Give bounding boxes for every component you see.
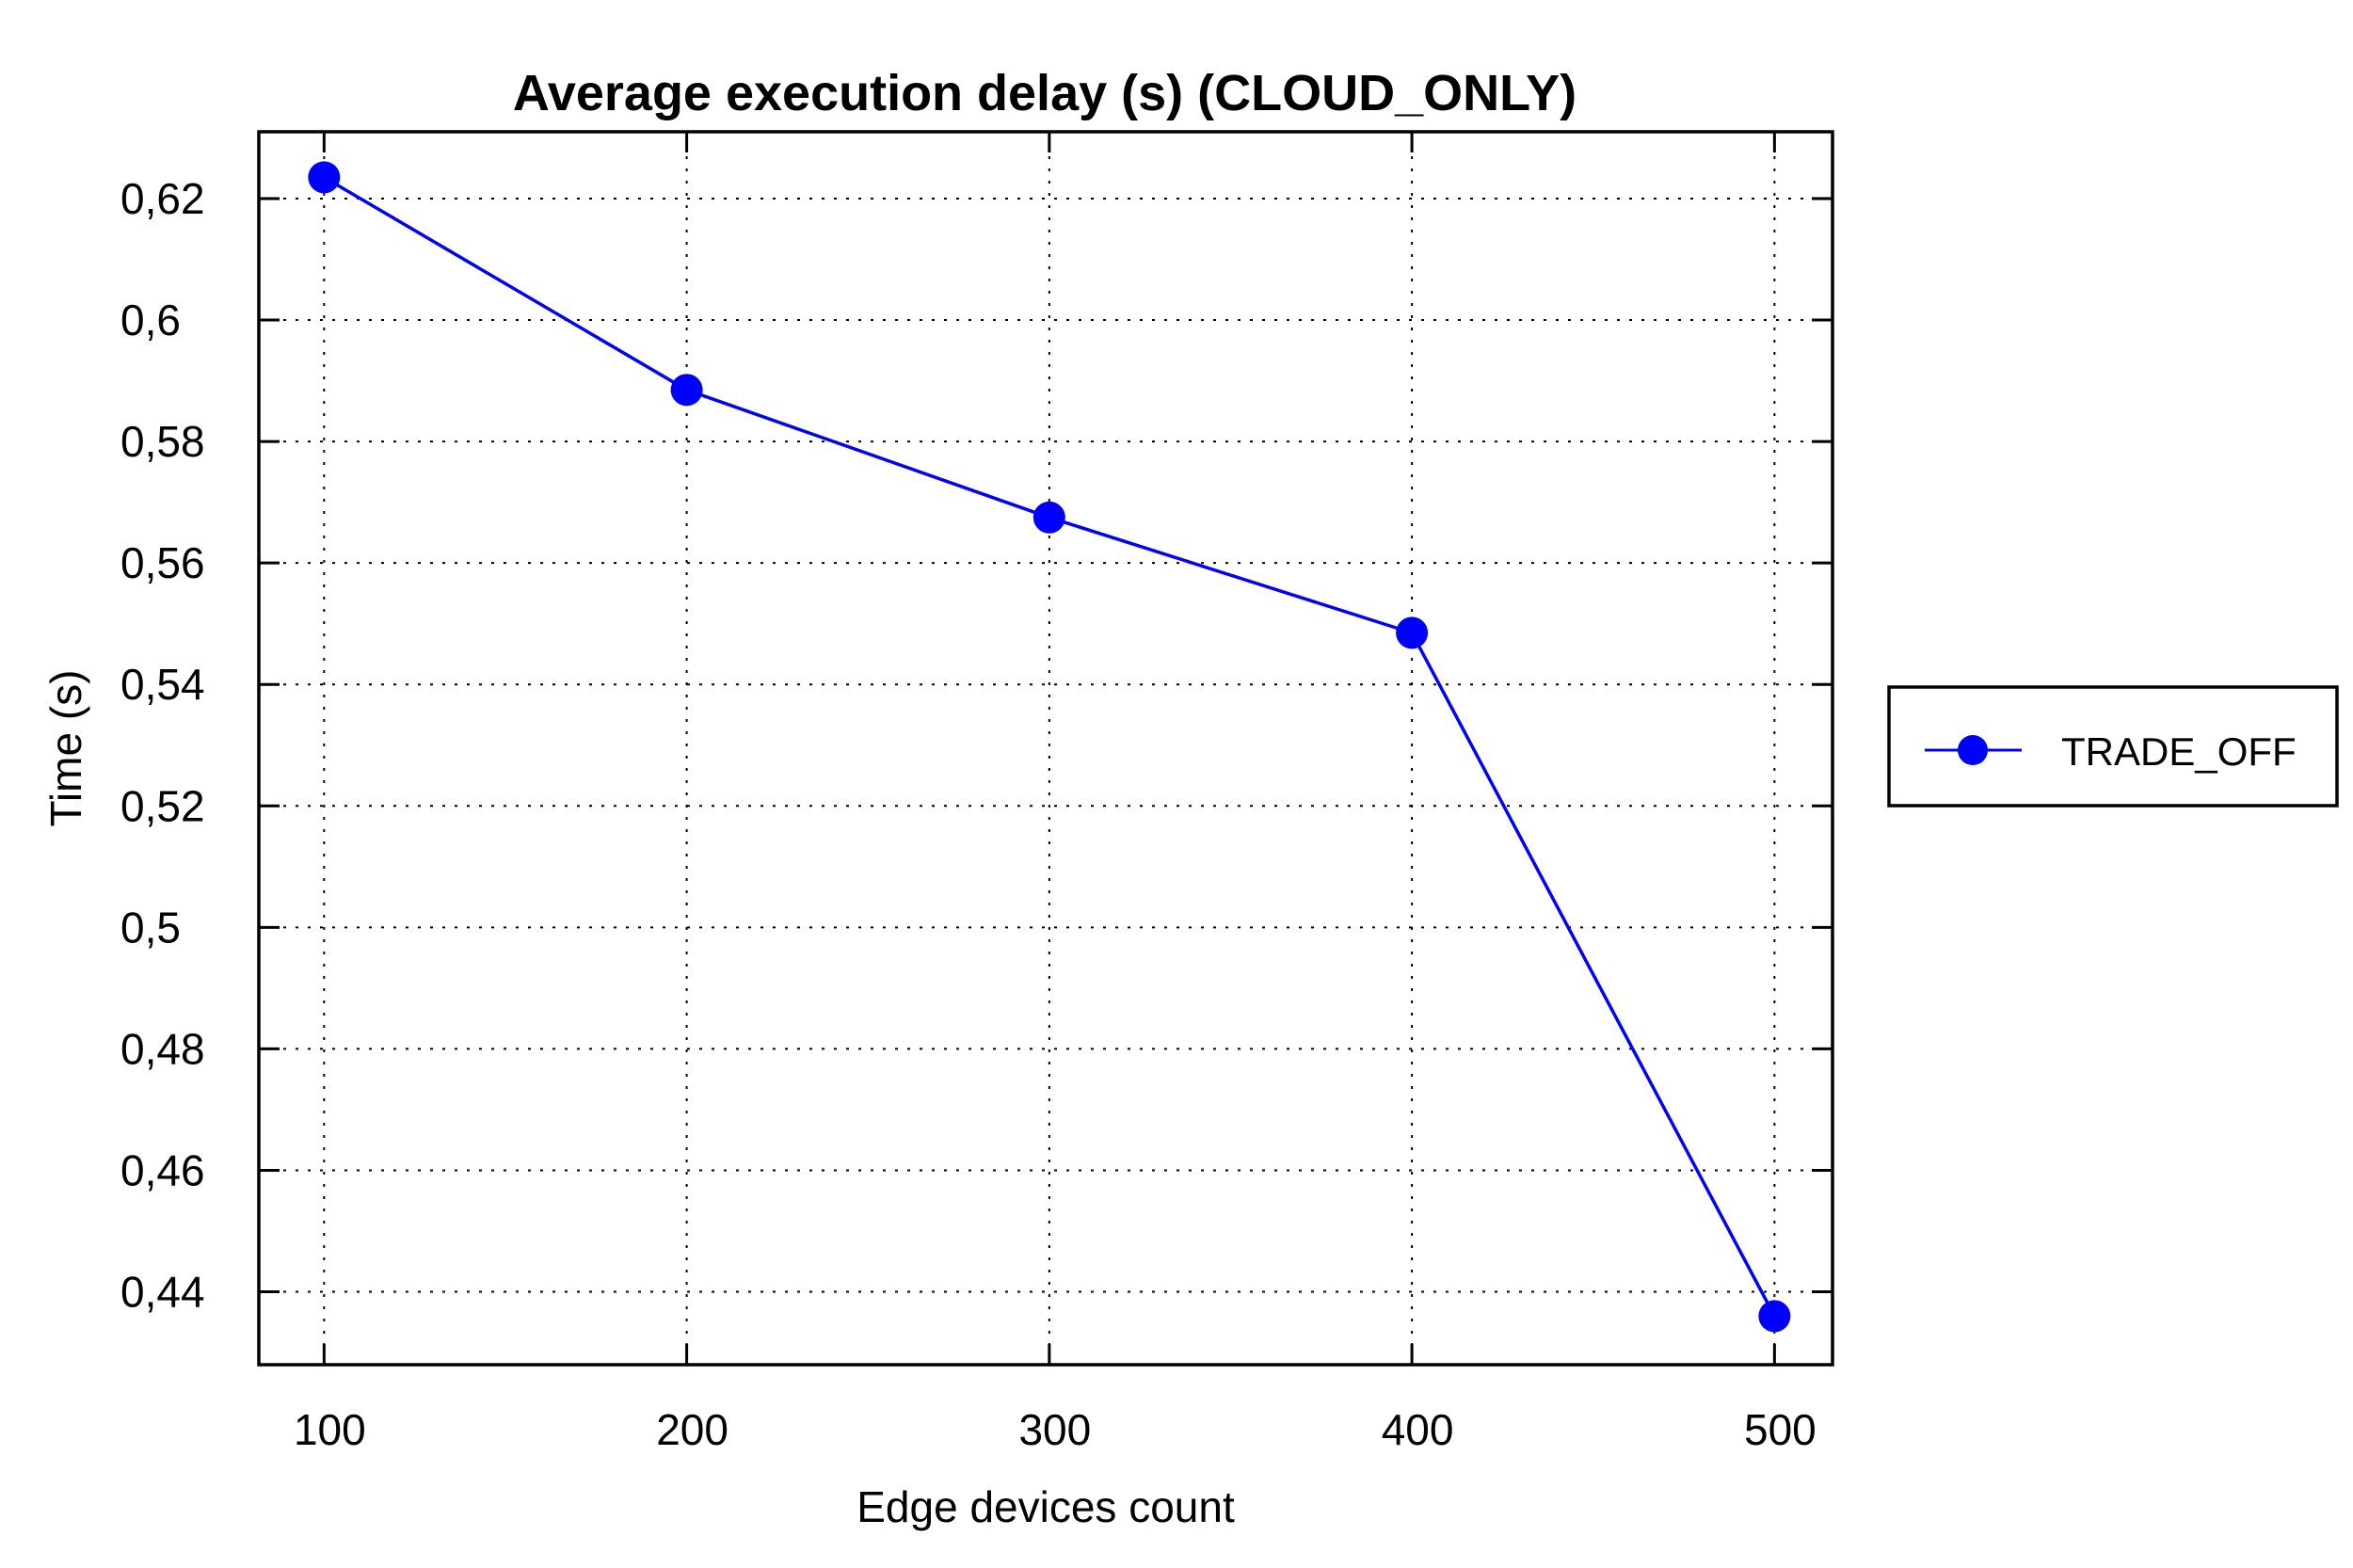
x-axis-label: Edge devices count [856,1482,1235,1531]
x-tick-label: 200 [656,1405,728,1454]
x-tick-label: 400 [1382,1405,1454,1454]
data-point-trade-off [1758,1300,1791,1333]
y-tick-label: 0,58 [120,417,205,466]
y-tick-label: 0,5 [120,903,181,952]
x-tick-label: 500 [1744,1405,1817,1454]
legend: TRADE_OFF [1887,685,2339,808]
series-layer [308,161,1791,1333]
data-point-trade-off [1032,501,1065,534]
x-tick-label: 100 [294,1405,366,1454]
data-point-trade-off [670,374,703,407]
series-line-trade-off [323,175,1776,1318]
tick-layer: 100 200 300 400 500 0,44 0,46 0,48 0,5 0,52 0,54 0,… [120,132,1833,1454]
y-tick-label: 0,62 [120,174,205,223]
grid-layer [259,132,1833,1365]
y-tick-label: 0,52 [120,781,205,830]
y-tick-label: 0,48 [120,1024,205,1073]
legend-marker [1958,735,1988,765]
y-tick-label: 0,6 [120,296,181,344]
y-axis-label: Time (s) [41,670,90,827]
y-tick-label: 0,44 [120,1268,205,1317]
y-tick-label: 0,56 [120,538,205,587]
x-tick-label: 300 [1018,1405,1091,1454]
data-point-trade-off [308,161,341,194]
legend-label-trade-off: TRADE_OFF [2061,729,2297,774]
data-point-trade-off [1396,616,1429,649]
y-tick-label: 0,46 [120,1145,205,1194]
chart-title: Average execution delay (s) (CLOUD_ONLY) [513,65,1577,121]
y-tick-label: 0,54 [120,660,205,709]
plot-frame [257,130,1834,1367]
